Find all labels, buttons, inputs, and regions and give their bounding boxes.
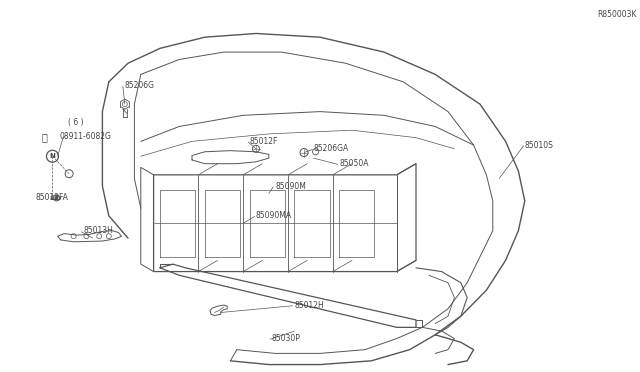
Text: 85013H: 85013H [83, 226, 113, 235]
Text: 85206G: 85206G [125, 81, 155, 90]
Text: 85050A: 85050A [339, 159, 369, 168]
Text: 85012H: 85012H [294, 301, 324, 310]
Circle shape [55, 196, 58, 199]
Text: ( 6 ): ( 6 ) [68, 118, 84, 127]
Text: 85012FA: 85012FA [35, 193, 68, 202]
Text: 85030P: 85030P [272, 334, 301, 343]
Text: Ⓝ: Ⓝ [42, 132, 48, 142]
Text: 85012F: 85012F [250, 137, 278, 146]
Text: R850003K: R850003K [597, 10, 637, 19]
Text: 85010S: 85010S [525, 141, 554, 150]
Text: N: N [49, 153, 56, 159]
Text: 85090M: 85090M [275, 182, 306, 190]
Text: 08911-6082G: 08911-6082G [60, 132, 111, 141]
Text: 85090MA: 85090MA [256, 211, 292, 220]
Text: 85206GA: 85206GA [314, 144, 349, 153]
